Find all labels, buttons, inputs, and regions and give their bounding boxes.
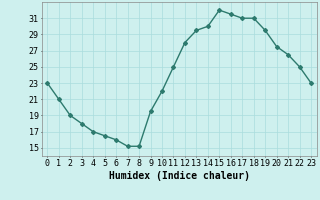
- X-axis label: Humidex (Indice chaleur): Humidex (Indice chaleur): [109, 171, 250, 181]
